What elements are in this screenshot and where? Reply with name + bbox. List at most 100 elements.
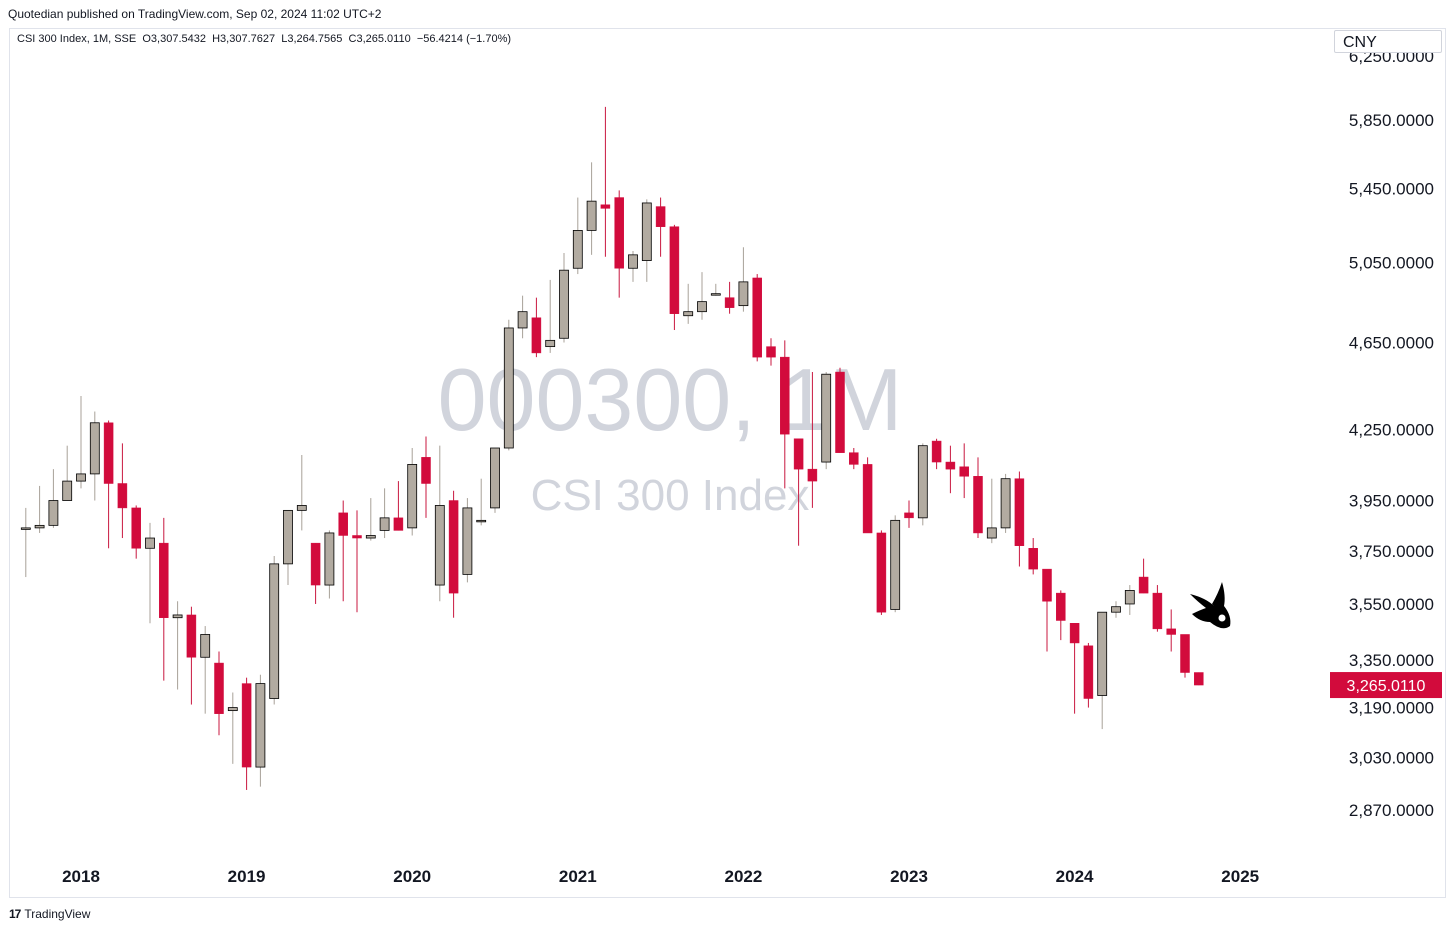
candle [159,517,169,681]
publisher-header: Quotedian published on TradingView.com, … [8,7,382,21]
candle [48,469,59,528]
candle-body [434,505,445,586]
candle-body [117,483,128,509]
candle [849,448,859,470]
price-axis[interactable]: 6,250.00005,850.00005,450.00005,050.0000… [1349,47,1434,820]
year-tick-label: 2022 [724,867,762,886]
time-axis[interactable]: 2018 2019 2020 2021 2022 2023 2024 2025 [62,867,1259,886]
tradingview-logo-icon[interactable]: 17 [9,907,21,921]
candle-body [531,317,542,354]
candle [393,481,404,531]
candle-body [572,230,583,269]
candle [517,295,528,339]
candle [710,283,721,296]
legend-high: H3,307.7627 [212,33,276,45]
candle [365,498,376,541]
candle [310,542,321,604]
price-tick-label: 5,050.0000 [1349,253,1434,272]
candle-body [683,311,694,317]
candle-body [1138,576,1149,594]
candle-body [862,464,873,534]
candle [890,515,901,613]
candle [76,395,86,489]
candle [241,677,252,790]
candle [697,272,707,320]
candle [1014,471,1025,567]
candle [421,436,431,518]
candle [34,485,45,533]
candle-body [959,466,969,477]
candle [296,455,307,531]
candle-body [172,614,183,619]
candle [1056,590,1066,641]
candle-body [448,500,459,594]
candle [462,498,473,583]
year-tick-label: 2024 [1056,867,1094,886]
candle-body [89,422,100,475]
candle-body [379,517,390,531]
candle [917,443,928,526]
candle [945,445,956,494]
candle-body [669,226,680,314]
candles [20,106,1204,790]
candle [821,372,832,470]
candle-body [1166,628,1176,635]
candle [1042,568,1052,652]
candle [227,692,238,764]
candle [503,319,514,451]
candle-body [421,457,431,484]
candle-body [780,356,790,435]
candle [379,488,390,539]
candle [973,457,983,539]
candle-body [517,311,528,329]
candle-body [352,535,362,539]
candle [1194,672,1204,686]
year-tick-label: 2018 [62,867,100,886]
candle [338,500,348,602]
year-tick-label: 2025 [1221,867,1259,886]
candle [131,505,141,559]
candle [641,199,652,282]
last-price-marker: 3,265.0110 [1330,672,1442,699]
candle-body [227,707,238,712]
candle [1069,623,1080,714]
candle-body [324,532,335,586]
candle [752,274,762,362]
price-tick-label: 4,650.0000 [1349,333,1434,352]
chart-frame [9,28,1446,898]
footer-brand[interactable]: TradingView [24,907,91,921]
candle-body [62,480,73,501]
candle-body [1069,623,1080,644]
candle-body [503,327,514,449]
year-tick-label: 2020 [393,867,431,886]
candle-body [103,422,114,484]
candle-body [393,517,404,531]
candle-body [945,461,956,470]
currency-badge[interactable]: CNY [1334,30,1442,53]
candle [186,606,197,705]
price-tick-label: 3,550.0000 [1349,595,1434,614]
candle-body [586,200,597,231]
price-tick-label: 5,850.0000 [1349,111,1434,130]
price-tick-label: 3,190.0000 [1349,699,1434,718]
candle-body [1111,606,1121,613]
year-tick-label: 2021 [559,867,597,886]
candle-body [490,447,500,509]
candle-body [1056,592,1066,621]
candle-body [890,519,901,610]
candle-body [20,527,31,530]
candle [876,530,887,615]
year-tick-label: 2019 [228,867,266,886]
candle [531,297,542,358]
candle-body [545,339,556,348]
candle-body [1124,590,1135,605]
candle [407,448,418,536]
candle-body [835,371,845,453]
price-tick-label: 3,030.0000 [1349,748,1434,767]
price-tick-label: 3,950.0000 [1349,492,1434,511]
candle [862,457,873,534]
legend-symbol[interactable]: CSI 300 Index, 1M, SSE [17,33,137,45]
candle [807,372,818,508]
candle [117,443,128,539]
